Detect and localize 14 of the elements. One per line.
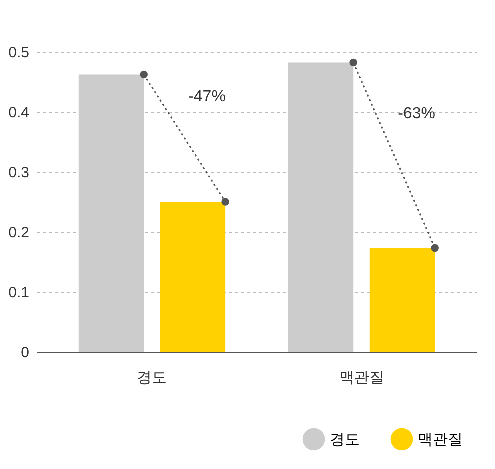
legend-label: 맥관질 (418, 431, 463, 448)
y-tick-label: 0.1 (8, 284, 30, 302)
bar (160, 202, 226, 352)
annotation: -63% (398, 106, 436, 122)
y-tick-label: 0.5 (8, 44, 30, 62)
bar (78, 74, 144, 352)
bar (288, 62, 354, 352)
y-tick-label: 0 (21, 344, 30, 362)
y-tick-label: 0.2 (8, 224, 30, 242)
y-tick-label: 0.3 (8, 164, 30, 182)
y-tick-label: 0.4 (8, 104, 30, 122)
annotation: -47% (188, 88, 226, 106)
bar (370, 248, 436, 352)
legend-label: 경도 (330, 431, 360, 448)
